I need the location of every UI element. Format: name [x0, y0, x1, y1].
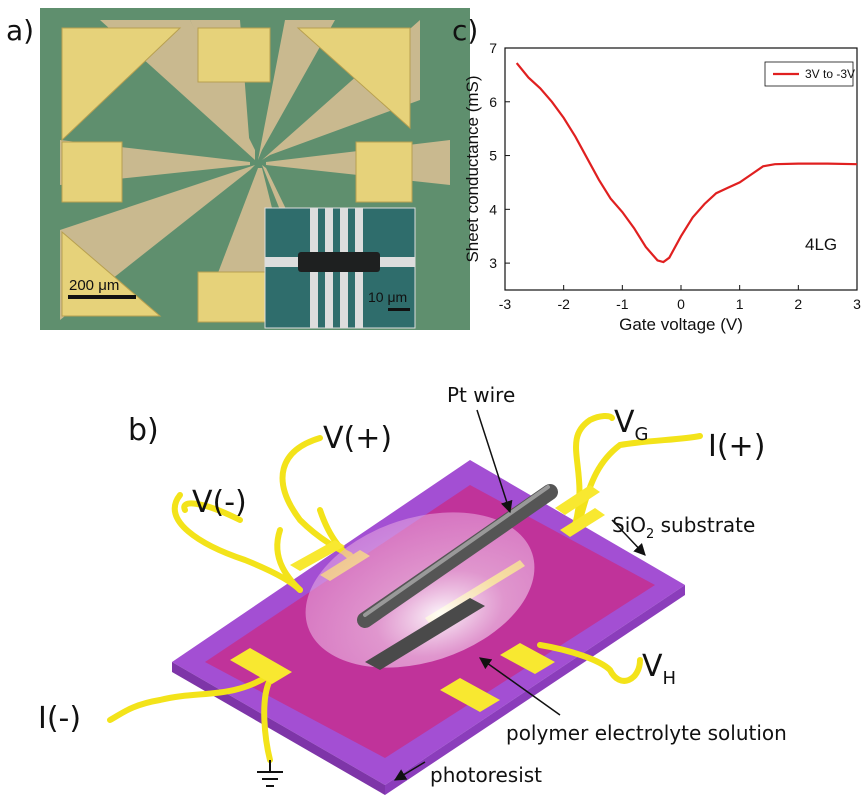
vh-main: V [642, 649, 663, 684]
x-tick-label: -3 [499, 296, 512, 312]
x-tick-label: 1 [736, 296, 744, 312]
annotation: 4LG [805, 235, 837, 254]
substrate-rest: substrate [654, 513, 755, 537]
x-tick-label: 2 [794, 296, 802, 312]
x-tick-label: -2 [557, 296, 570, 312]
photoresist-label: photoresist [430, 763, 542, 787]
vh-label: VH [642, 649, 676, 689]
electrolyte-label: polymer electrolyte solution [506, 721, 787, 745]
v-plus-label: V(+) [323, 421, 392, 456]
x-tick-label: 0 [677, 296, 685, 312]
legend-label: 3V to -3V [805, 67, 855, 81]
vg-label: VG [614, 405, 648, 445]
i-minus-label: I(-) [38, 701, 81, 736]
panel-label: b) [128, 413, 159, 448]
vh-sub: H [663, 668, 677, 689]
y-tick-label: 3 [489, 255, 497, 271]
vg-main: V [614, 405, 635, 440]
panel-label: c) [452, 14, 478, 47]
line-series [515, 62, 858, 264]
micrograph: 200 μm 10 μm [40, 8, 470, 330]
x-axis-label: Gate voltage (V) [619, 315, 743, 334]
i-plus-label: I(+) [708, 429, 765, 464]
pt-wire-label: Pt wire [447, 383, 515, 407]
y-tick-label: 4 [489, 201, 497, 217]
y-tick-label: 6 [489, 94, 497, 110]
y-axis-label: Sheet conductance (mS) [463, 75, 482, 262]
substrate-main: SiO [612, 513, 646, 537]
y-tick-label: 5 [489, 148, 497, 164]
panel-label: a) [6, 14, 34, 47]
vg-sub: G [635, 424, 649, 445]
schematic: Pt wire V(+) V(-) VG I(+) SiO2 substrate… [38, 383, 787, 795]
inset-scale-bar-label: 10 μm [368, 289, 407, 305]
y-tick-label: 7 [489, 40, 497, 56]
x-tick-label: 3 [853, 296, 861, 312]
scale-bar-label: 200 μm [69, 277, 119, 294]
chart: -3 -2 -1 0 1 2 3 3 4 5 6 7 Gate voltage (V) Sheet con… [463, 40, 861, 334]
substrate-label: SiO2 substrate [612, 513, 755, 542]
v-minus-label: V(-) [192, 485, 247, 520]
substrate-sub: 2 [646, 527, 654, 542]
x-tick-label: -1 [616, 296, 629, 312]
